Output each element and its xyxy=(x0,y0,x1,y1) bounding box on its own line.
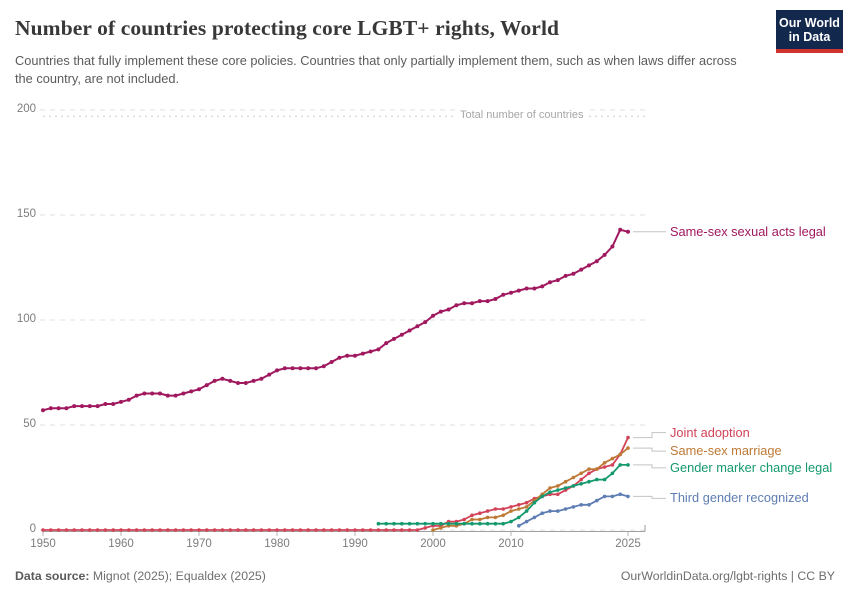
y-tick-label: 0 xyxy=(29,523,36,535)
x-tick-label: 2000 xyxy=(420,538,446,550)
y-tick-label: 150 xyxy=(16,208,36,220)
series-label-third-gender-recognized[interactable]: Third gender recognized xyxy=(670,490,809,506)
data-source-label: Data source: xyxy=(15,569,90,583)
total-countries-annotation: Total number of countries xyxy=(455,109,589,122)
chart-subtitle: Countries that fully implement these cor… xyxy=(15,53,737,87)
series-label-same-sex-sexual-acts-legal[interactable]: Same-sex sexual acts legal xyxy=(670,223,826,239)
chart-title: Number of countries protecting core LGBT… xyxy=(15,16,560,40)
y-tick-label: 50 xyxy=(23,418,36,430)
data-source-note: Data source: Mignot (2025); Equaldex (20… xyxy=(15,569,266,583)
series-label-joint-adoption[interactable]: Joint adoption xyxy=(670,424,750,440)
x-tick-label: 2010 xyxy=(498,538,524,550)
x-tick-label: 2025 xyxy=(615,538,641,550)
x-tick-label: 1960 xyxy=(108,538,134,550)
y-tick-label: 200 xyxy=(16,103,36,115)
x-tick-label: 1980 xyxy=(264,538,290,550)
owid-logo[interactable]: Our World in Data xyxy=(776,10,843,53)
owid-logo-line1: Our World xyxy=(779,15,840,30)
x-tick-label: 1970 xyxy=(186,538,212,550)
series-label-same-sex-marriage[interactable]: Same-sex marriage xyxy=(670,443,782,459)
owid-logo-line2: in Data xyxy=(788,29,831,44)
x-tick-label: 1990 xyxy=(342,538,368,550)
x-tick-label: 1950 xyxy=(30,538,56,550)
series-label-gender-marker-change-legal[interactable]: Gender marker change legal xyxy=(670,459,833,475)
y-tick-label: 100 xyxy=(16,313,36,325)
data-source-value: Mignot (2025); Equaldex (2025) xyxy=(89,569,266,583)
footer-link[interactable]: OurWorldinData.org/lgbt-rights | CC BY xyxy=(620,569,835,583)
footer: Data source: Mignot (2025); Equaldex (20… xyxy=(15,569,835,583)
